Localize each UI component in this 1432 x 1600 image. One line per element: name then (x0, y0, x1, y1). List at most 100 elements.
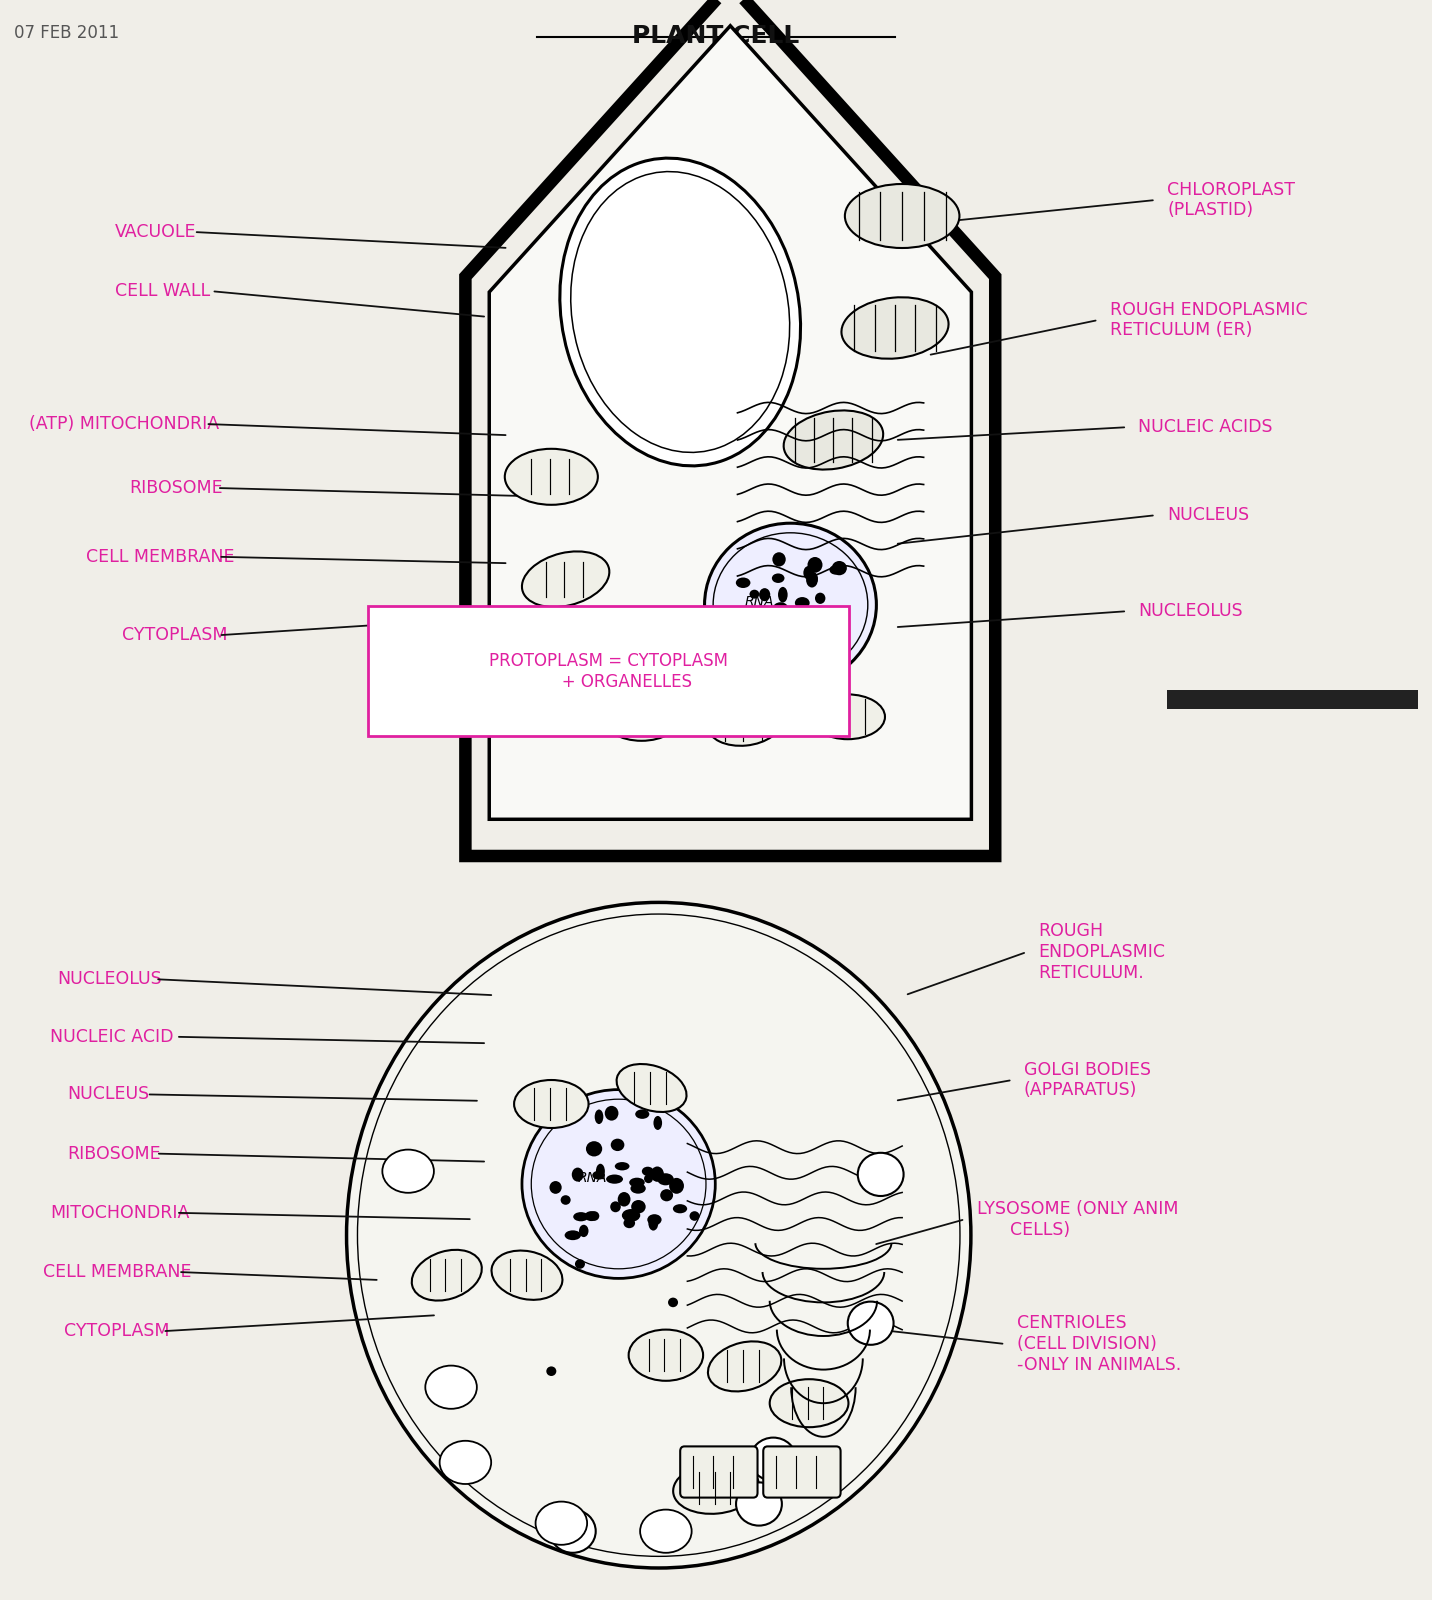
Ellipse shape (829, 565, 842, 574)
Ellipse shape (604, 1106, 619, 1120)
Text: RNA: RNA (745, 595, 773, 608)
Ellipse shape (707, 1341, 782, 1392)
Ellipse shape (788, 619, 800, 629)
Ellipse shape (772, 573, 785, 582)
Text: PLANT CELL: PLANT CELL (633, 24, 799, 48)
Ellipse shape (811, 694, 885, 739)
Ellipse shape (647, 1214, 662, 1226)
Ellipse shape (783, 411, 884, 469)
Ellipse shape (753, 645, 765, 654)
Ellipse shape (560, 158, 800, 466)
Ellipse shape (673, 1462, 759, 1514)
Ellipse shape (586, 1141, 603, 1157)
Ellipse shape (845, 184, 959, 248)
Text: NUCLEUS: NUCLEUS (1167, 506, 1249, 525)
Ellipse shape (514, 1080, 589, 1128)
Ellipse shape (660, 1189, 673, 1202)
Text: CELL MEMBRANE: CELL MEMBRANE (43, 1262, 192, 1282)
Text: NUCLEIC ACID: NUCLEIC ACID (50, 1027, 173, 1046)
Ellipse shape (623, 1218, 634, 1229)
Ellipse shape (629, 1330, 703, 1381)
Ellipse shape (547, 1366, 557, 1376)
Ellipse shape (768, 627, 783, 637)
Ellipse shape (521, 552, 610, 606)
Ellipse shape (848, 1301, 894, 1344)
Text: CENTRIOLES
(CELL DIVISION)
-ONLY IN ANIMALS.: CENTRIOLES (CELL DIVISION) -ONLY IN ANIM… (1017, 1314, 1181, 1374)
Ellipse shape (792, 650, 805, 659)
Ellipse shape (822, 624, 833, 640)
Ellipse shape (523, 1090, 716, 1278)
Ellipse shape (636, 1109, 649, 1118)
Ellipse shape (610, 1202, 621, 1213)
Polygon shape (490, 26, 971, 819)
Text: PROTOPLASM = CYTOPLASM
       + ORGANELLES: PROTOPLASM = CYTOPLASM + ORGANELLES (490, 651, 727, 691)
Ellipse shape (793, 643, 808, 658)
Text: VACUOLE: VACUOLE (115, 222, 196, 242)
Ellipse shape (412, 1250, 481, 1301)
Ellipse shape (558, 643, 644, 694)
Ellipse shape (808, 571, 818, 586)
Text: LYSOSOME (ONLY ANIM
      CELLS): LYSOSOME (ONLY ANIM CELLS) (977, 1200, 1179, 1238)
Ellipse shape (779, 616, 789, 624)
Ellipse shape (858, 1152, 904, 1197)
Ellipse shape (603, 693, 682, 741)
Ellipse shape (564, 1230, 581, 1240)
Ellipse shape (657, 1173, 674, 1186)
Ellipse shape (669, 1178, 684, 1194)
Ellipse shape (642, 1166, 653, 1176)
Ellipse shape (505, 450, 599, 506)
Text: ROUGH ENDOPLASMIC
RETICULUM (ER): ROUGH ENDOPLASMIC RETICULUM (ER) (1110, 301, 1307, 339)
Ellipse shape (770, 1379, 848, 1427)
Ellipse shape (736, 578, 750, 589)
Ellipse shape (713, 533, 868, 677)
Text: RNA: RNA (579, 1171, 607, 1184)
Ellipse shape (610, 1139, 624, 1150)
Ellipse shape (440, 1440, 491, 1485)
Ellipse shape (571, 171, 789, 453)
Ellipse shape (773, 602, 789, 616)
Ellipse shape (632, 1200, 646, 1213)
Ellipse shape (594, 1109, 603, 1125)
Ellipse shape (550, 1510, 596, 1552)
Ellipse shape (617, 1064, 686, 1112)
Ellipse shape (772, 552, 786, 566)
Text: CHLOROPLAST
(PLASTID): CHLOROPLAST (PLASTID) (1167, 181, 1295, 219)
Text: RIBOSOME: RIBOSOME (67, 1144, 160, 1163)
Ellipse shape (579, 1224, 589, 1237)
Ellipse shape (347, 902, 971, 1568)
Ellipse shape (667, 1298, 679, 1307)
Ellipse shape (783, 626, 800, 642)
Ellipse shape (650, 1166, 664, 1182)
Ellipse shape (584, 1211, 599, 1221)
Ellipse shape (842, 298, 948, 358)
Ellipse shape (736, 1482, 782, 1526)
Text: NUCLEOLUS: NUCLEOLUS (57, 970, 162, 989)
Text: ROUGH
ENDOPLASMIC
RETICULUM.: ROUGH ENDOPLASMIC RETICULUM. (1038, 922, 1166, 982)
Ellipse shape (759, 630, 773, 640)
Ellipse shape (808, 557, 822, 573)
Text: MITOCHONDRIA: MITOCHONDRIA (50, 1203, 189, 1222)
Text: NUCLEOLUS: NUCLEOLUS (1138, 602, 1243, 621)
Ellipse shape (491, 1251, 563, 1299)
Text: CYTOPLASM: CYTOPLASM (122, 626, 228, 645)
Ellipse shape (749, 590, 759, 598)
Ellipse shape (707, 701, 782, 746)
Ellipse shape (621, 1210, 640, 1222)
Text: CYTOPLASM: CYTOPLASM (64, 1322, 170, 1341)
Ellipse shape (630, 1184, 646, 1194)
Ellipse shape (425, 1365, 477, 1408)
Ellipse shape (536, 1501, 587, 1546)
Ellipse shape (806, 573, 818, 587)
Ellipse shape (593, 1171, 604, 1179)
Ellipse shape (778, 587, 788, 603)
Ellipse shape (644, 1174, 653, 1182)
Ellipse shape (690, 1211, 700, 1221)
Text: (ATP) MITOCHONDRIA: (ATP) MITOCHONDRIA (29, 414, 219, 434)
Ellipse shape (560, 1195, 570, 1205)
Ellipse shape (798, 618, 806, 627)
Ellipse shape (809, 648, 821, 658)
Ellipse shape (759, 589, 770, 602)
Text: RIBOSOME: RIBOSOME (129, 478, 222, 498)
Ellipse shape (382, 1149, 434, 1194)
Ellipse shape (673, 1205, 687, 1213)
